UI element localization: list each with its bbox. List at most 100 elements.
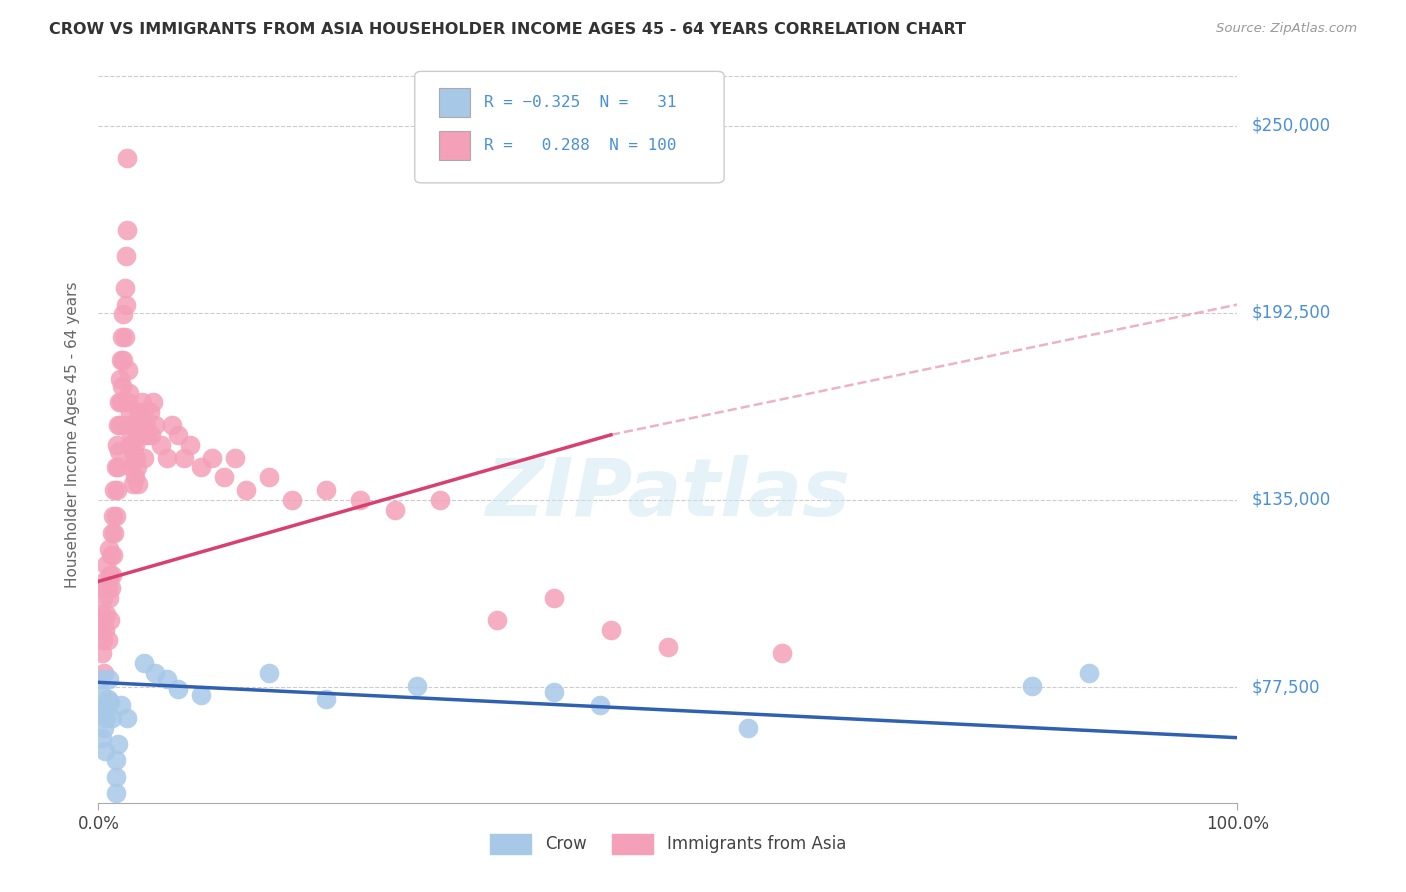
Point	[94, 574, 117, 589]
Point	[117, 395, 139, 409]
Point	[93, 665, 115, 680]
Point	[96, 558, 118, 573]
Point	[91, 705, 114, 719]
Point	[108, 395, 131, 409]
Point	[128, 405, 150, 419]
Point	[110, 698, 132, 712]
Point	[98, 567, 121, 582]
Point	[90, 672, 112, 686]
Point	[142, 395, 165, 409]
Point	[281, 493, 304, 508]
Point	[108, 444, 131, 458]
Point	[543, 685, 565, 699]
Point	[125, 450, 148, 465]
Point	[173, 450, 195, 465]
Point	[96, 632, 118, 647]
Point	[120, 437, 142, 451]
Point	[132, 450, 155, 465]
Point	[224, 450, 246, 465]
Point	[100, 549, 122, 563]
Point	[129, 418, 152, 433]
Point	[96, 711, 118, 725]
Point	[543, 591, 565, 605]
Point	[122, 418, 145, 433]
Point	[120, 427, 142, 442]
Point	[104, 770, 127, 784]
Point	[111, 330, 134, 344]
Point	[127, 460, 149, 475]
Point	[259, 470, 281, 484]
Text: CROW VS IMMIGRANTS FROM ASIA HOUSEHOLDER INCOME AGES 45 - 64 YEARS CORRELATION C: CROW VS IMMIGRANTS FROM ASIA HOUSEHOLDER…	[49, 22, 966, 37]
Point	[315, 691, 337, 706]
Point	[114, 330, 136, 344]
Text: $77,500: $77,500	[1251, 678, 1320, 696]
Point	[201, 450, 224, 465]
Point	[770, 646, 793, 660]
Point	[132, 405, 155, 419]
Point	[104, 786, 127, 800]
Point	[94, 744, 117, 758]
Point	[108, 418, 131, 433]
Point	[114, 249, 136, 263]
Point	[115, 223, 138, 237]
Point	[600, 624, 623, 638]
Text: R = −0.325  N =   31: R = −0.325 N = 31	[484, 95, 676, 110]
Y-axis label: Householder Income Ages 45 - 64 years: Householder Income Ages 45 - 64 years	[65, 282, 80, 588]
Text: $135,000: $135,000	[1251, 491, 1330, 509]
Point	[190, 460, 212, 475]
Point	[384, 502, 406, 516]
Point	[737, 721, 759, 735]
Point	[235, 483, 257, 498]
Point	[156, 672, 179, 686]
Point	[588, 698, 610, 712]
Point	[117, 362, 139, 376]
Point	[90, 689, 112, 703]
Point	[103, 509, 125, 524]
Point	[657, 640, 679, 654]
Point	[96, 691, 118, 706]
Point	[101, 525, 124, 540]
Point	[103, 549, 125, 563]
Point	[150, 437, 173, 451]
Point	[127, 476, 149, 491]
Point	[100, 581, 122, 595]
Point	[121, 444, 143, 458]
Point	[105, 437, 128, 451]
Point	[429, 493, 451, 508]
Point	[135, 418, 157, 433]
Point	[107, 737, 129, 751]
Point	[112, 353, 135, 368]
Point	[97, 541, 120, 556]
Point	[349, 493, 371, 508]
Point	[90, 581, 112, 595]
Point	[124, 437, 146, 451]
Point	[114, 297, 136, 311]
Point	[93, 721, 115, 735]
Point	[103, 483, 125, 498]
Point	[145, 665, 167, 680]
Point	[486, 614, 509, 628]
Point	[98, 614, 121, 628]
Point	[118, 385, 141, 400]
Point	[120, 460, 142, 475]
Point	[94, 624, 117, 638]
Point	[315, 483, 337, 498]
Point	[98, 695, 121, 709]
Point	[103, 525, 125, 540]
Point	[114, 281, 136, 295]
Point	[162, 418, 184, 433]
Point	[136, 427, 159, 442]
Point	[108, 372, 131, 386]
Point	[167, 427, 190, 442]
Point	[145, 418, 167, 433]
Point	[105, 483, 128, 498]
Point	[96, 581, 118, 595]
Point	[90, 731, 112, 745]
Point	[115, 711, 138, 725]
Point	[101, 711, 124, 725]
Text: $250,000: $250,000	[1251, 117, 1330, 135]
Point	[120, 405, 142, 419]
Point	[101, 567, 124, 582]
Point	[111, 379, 134, 393]
Point	[132, 656, 155, 670]
